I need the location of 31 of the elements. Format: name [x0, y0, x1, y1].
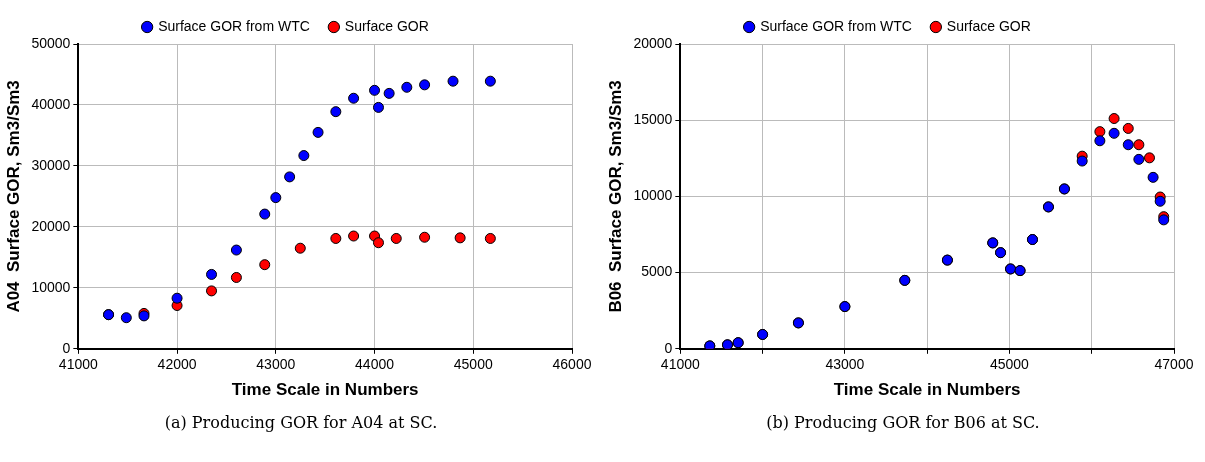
- x-tick-label: 45000: [989, 356, 1030, 373]
- y-tick-label: 10000: [633, 187, 673, 204]
- legend-label: Surface GOR from WTC: [158, 17, 310, 34]
- x-tick-label: 43000: [256, 356, 296, 373]
- y-tick-label: 5000: [641, 263, 673, 280]
- y-tick-label: 10000: [31, 278, 71, 295]
- text: (b) Producing GOR for B06 at SC.: [765, 413, 1041, 432]
- y-tick-label: 20000: [31, 217, 71, 234]
- legend-label: Surface GOR from WTC: [760, 17, 912, 34]
- y-axis-title: A04 Surface GOR, Sm3/Sm3: [3, 80, 23, 313]
- y-tick-label: 50000: [31, 34, 71, 51]
- x-tick-label: 41000: [660, 356, 701, 373]
- x-tick-label: 46000: [552, 356, 592, 373]
- y-tick-label: 0: [62, 339, 71, 356]
- y-axis-title: B06 Surface GOR, Sm3/Sm3: [605, 80, 625, 313]
- x-tick-label: 43000: [825, 356, 865, 373]
- y-tick-label: 20000: [633, 34, 673, 51]
- text: (a) Producing GOR for A04 at SC.: [163, 413, 439, 432]
- y-tick-label: 30000: [31, 156, 71, 173]
- x-axis-title: Time Scale in Numbers: [833, 380, 1021, 400]
- x-tick-label: 42000: [157, 356, 197, 373]
- y-tick-label: 40000: [31, 95, 71, 112]
- y-tick-label: 0: [664, 339, 673, 356]
- x-tick-label: 45000: [453, 356, 493, 373]
- legend-label: Surface GOR: [344, 17, 429, 34]
- x-axis-title: Time Scale in Numbers: [231, 380, 419, 400]
- x-tick-label: 41000: [58, 356, 99, 373]
- y-tick-label: 15000: [633, 111, 673, 128]
- x-tick-label: 47000: [1154, 356, 1194, 373]
- x-tick-label: 44000: [355, 356, 395, 373]
- legend-label: Surface GOR: [946, 17, 1031, 34]
